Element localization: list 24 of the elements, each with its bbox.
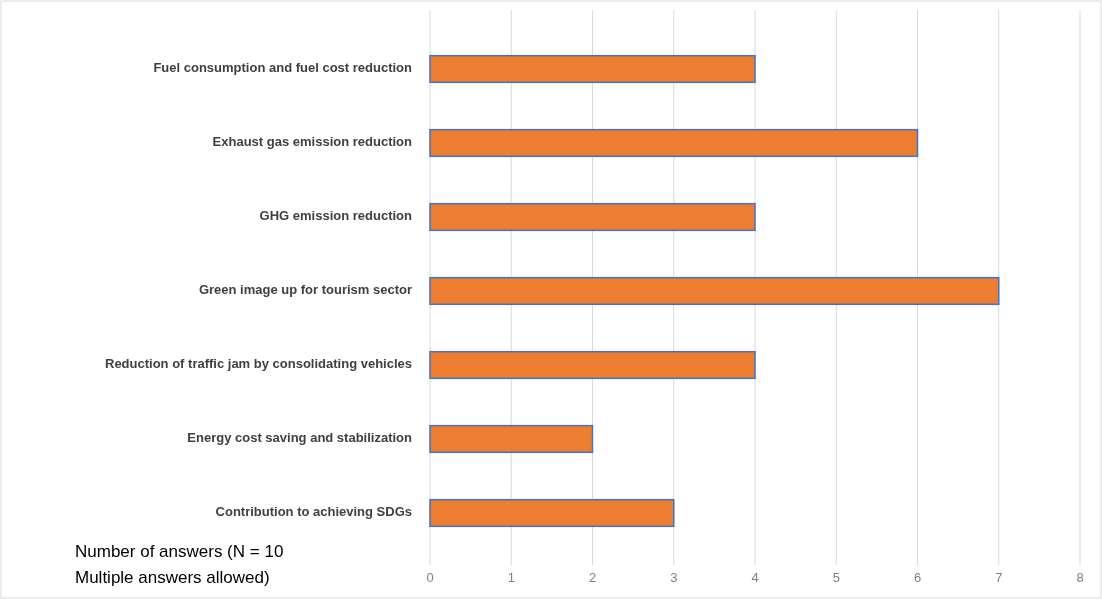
bar — [429, 54, 756, 84]
y-tick-label: Exhaust gas emission reduction — [212, 134, 413, 150]
x-tick-label: 4 — [751, 570, 759, 585]
y-tick-label: Fuel consumption and fuel cost reduction — [153, 60, 413, 76]
y-tick-label: Contribution to achieving SDGs — [215, 504, 412, 520]
x-tick-label: 5 — [832, 570, 840, 585]
x-tick-label: 1 — [507, 570, 515, 585]
x-tick-label: 7 — [995, 570, 1003, 585]
bar — [429, 128, 919, 158]
x-axis-title: Number of answers (N = 10 Multiple answers allowed) — [75, 542, 284, 587]
x-tick-label: 2 — [588, 570, 597, 585]
x-tick-label: 6 — [913, 570, 922, 585]
bar — [429, 202, 756, 232]
bar — [429, 350, 756, 380]
bar — [429, 276, 1000, 306]
x-tick-label: 8 — [1076, 570, 1084, 585]
x-tick-label: 0 — [426, 570, 434, 585]
y-tick-label: GHG emission reduction — [259, 208, 413, 224]
bar — [429, 424, 594, 454]
bar — [429, 498, 675, 528]
y-tick-label: Energy cost saving and stabilization — [187, 430, 413, 446]
x-tick-label: 3 — [670, 570, 678, 585]
y-tick-label: Green image up for tourism sector — [198, 282, 412, 298]
y-tick-label: Reduction of traffic jam by consolidating vehicles — [105, 356, 412, 372]
